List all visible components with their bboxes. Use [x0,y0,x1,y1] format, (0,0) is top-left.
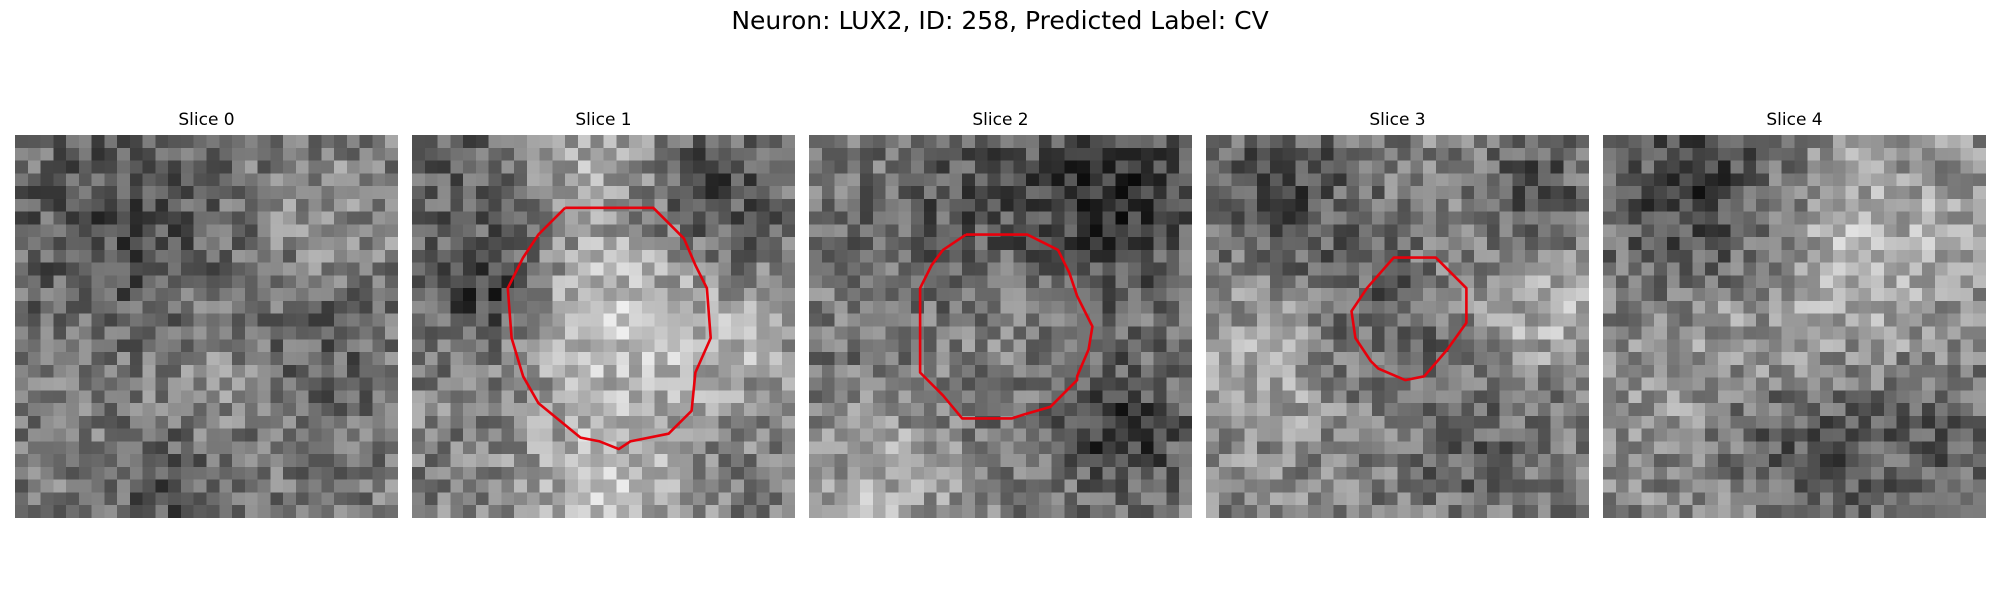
segmentation-contour [506,206,713,451]
slice-image [15,135,398,518]
contour-overlay [1350,256,1468,382]
segmentation-contour [918,233,1094,420]
panel-title: Slice 1 [575,110,632,130]
panel-title: Slice 0 [178,110,235,130]
slice-image [809,135,1192,518]
contour-overlay [506,206,713,451]
contour-overlay [918,233,1094,420]
slice-image [1603,135,1986,518]
segmentation-contour [1350,256,1468,382]
figure-title: Neuron: LUX2, ID: 258, Predicted Label: … [731,6,1269,35]
slice-image [1206,135,1589,518]
panel-title: Slice 3 [1369,110,1426,130]
panel-title: Slice 2 [972,110,1029,130]
panel-title: Slice 4 [1766,110,1823,130]
slice-image [412,135,795,518]
